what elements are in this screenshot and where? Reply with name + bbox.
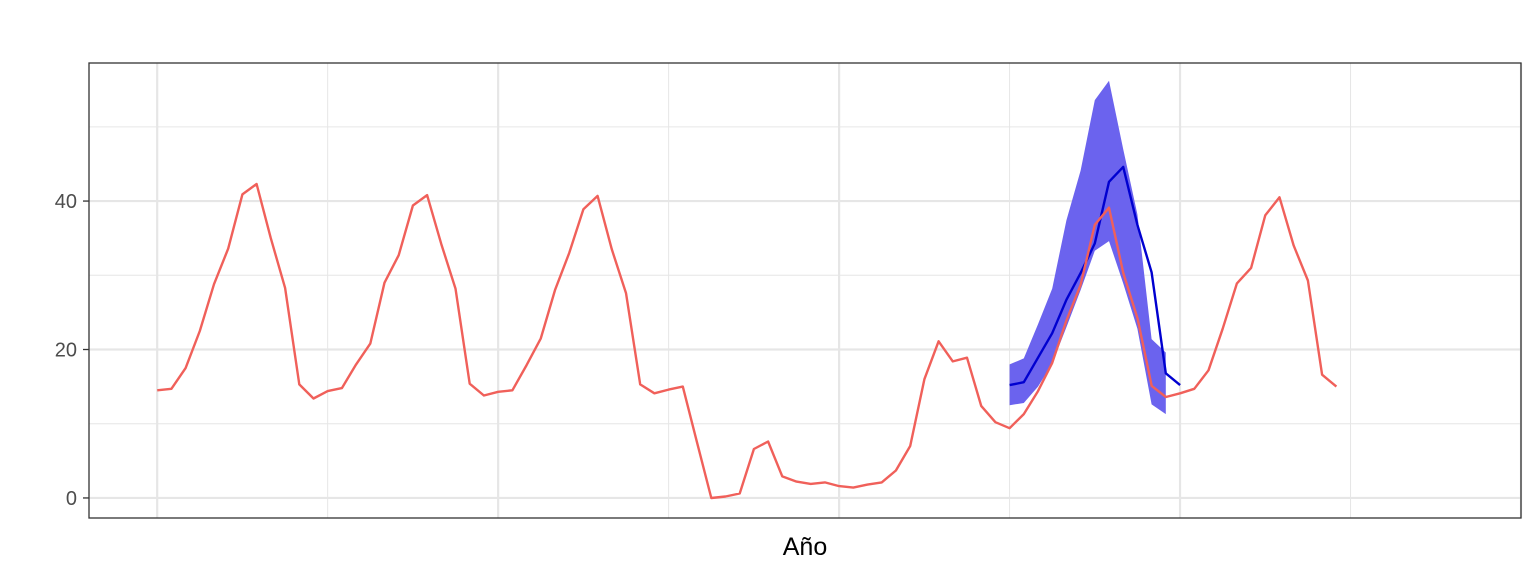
y-axis: 0 20 40 [55, 191, 89, 510]
x-axis-title: Año [783, 533, 827, 561]
observed-line [157, 182, 1338, 500]
minor-gridlines [89, 63, 1521, 518]
panel-border [88, 62, 1522, 519]
y-tick-label-2: 40 [55, 191, 77, 213]
forecast-series [1009, 165, 1181, 387]
series-lines-layer [157, 165, 1338, 500]
y-tick-label-1: 20 [55, 340, 77, 362]
forecast-interval-band [1009, 80, 1166, 415]
observed-series [157, 182, 1338, 500]
forecast-interval-layer [1009, 80, 1166, 415]
y-tick-label-0: 0 [66, 488, 77, 510]
